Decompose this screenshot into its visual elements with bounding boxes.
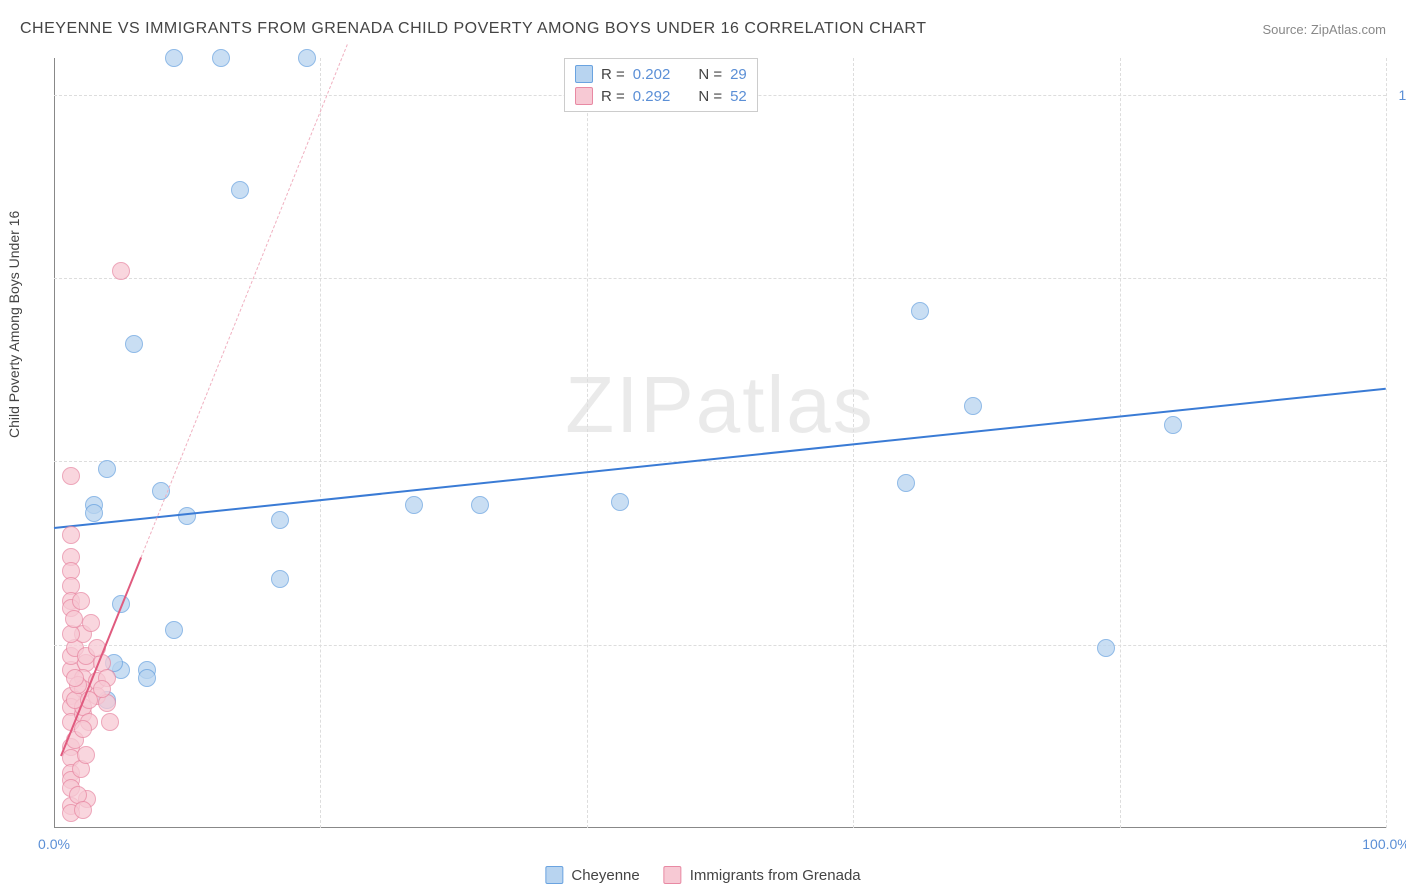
legend-n-label: N = bbox=[698, 88, 722, 105]
legend-swatch bbox=[545, 866, 563, 884]
grid-line-y bbox=[54, 461, 1386, 462]
legend-series-label: Cheyenne bbox=[571, 867, 639, 884]
data-point bbox=[82, 614, 100, 632]
data-point bbox=[98, 460, 116, 478]
data-point bbox=[1164, 416, 1182, 434]
grid-line-x bbox=[1120, 58, 1121, 828]
data-point bbox=[112, 262, 130, 280]
data-point bbox=[66, 669, 84, 687]
legend-row: R = 0.202 N = 29 bbox=[575, 63, 747, 85]
data-point bbox=[74, 720, 92, 738]
data-point bbox=[298, 49, 316, 67]
grid-line-x bbox=[587, 58, 588, 828]
data-point bbox=[231, 181, 249, 199]
x-tick-label: 100.0% bbox=[1362, 836, 1406, 852]
data-point bbox=[85, 504, 103, 522]
chart-container: ZIPatlas 25.0%50.0%75.0%100.0%0.0%100.0%… bbox=[54, 58, 1386, 828]
legend-n-label: N = bbox=[698, 66, 722, 83]
chart-title: CHEYENNE VS IMMIGRANTS FROM GRENADA CHIL… bbox=[20, 20, 926, 38]
data-point bbox=[911, 302, 929, 320]
legend-series-item: Cheyenne bbox=[545, 866, 639, 884]
data-point bbox=[72, 592, 90, 610]
data-point bbox=[125, 335, 143, 353]
y-axis-line bbox=[54, 58, 55, 828]
legend-r-label: R = bbox=[601, 88, 625, 105]
legend-series-label: Immigrants from Grenada bbox=[690, 867, 861, 884]
plot-area: ZIPatlas 25.0%50.0%75.0%100.0%0.0%100.0% bbox=[54, 58, 1386, 828]
watermark: ZIPatlas bbox=[565, 359, 874, 451]
data-point bbox=[93, 680, 111, 698]
data-point bbox=[271, 511, 289, 529]
legend-swatch bbox=[575, 65, 593, 83]
data-point bbox=[65, 610, 83, 628]
data-point bbox=[178, 507, 196, 525]
legend-n-value: 52 bbox=[730, 88, 747, 105]
data-point bbox=[212, 49, 230, 67]
data-point bbox=[897, 474, 915, 492]
data-point bbox=[77, 746, 95, 764]
legend-row: R = 0.292 N = 52 bbox=[575, 85, 747, 107]
grid-line-y bbox=[54, 645, 1386, 646]
data-point bbox=[405, 496, 423, 514]
source-label: Source: ZipAtlas.com bbox=[1262, 22, 1386, 37]
legend-r-value: 0.202 bbox=[633, 66, 671, 83]
legend-r-label: R = bbox=[601, 66, 625, 83]
data-point bbox=[271, 570, 289, 588]
data-point bbox=[1097, 639, 1115, 657]
grid-line-x bbox=[1386, 58, 1387, 828]
data-point bbox=[74, 801, 92, 819]
data-point bbox=[964, 397, 982, 415]
legend-r-value: 0.292 bbox=[633, 88, 671, 105]
x-axis-line bbox=[54, 827, 1386, 828]
data-point bbox=[611, 493, 629, 511]
legend-correlation: R = 0.202 N = 29 R = 0.292 N = 52 bbox=[564, 58, 758, 112]
y-axis-label: Child Poverty Among Boys Under 16 bbox=[6, 211, 22, 438]
legend-series-item: Immigrants from Grenada bbox=[664, 866, 861, 884]
data-point bbox=[138, 669, 156, 687]
legend-swatch bbox=[575, 87, 593, 105]
data-point bbox=[471, 496, 489, 514]
trend-line bbox=[54, 388, 1386, 529]
legend-series: Cheyenne Immigrants from Grenada bbox=[545, 866, 860, 884]
data-point bbox=[165, 621, 183, 639]
grid-line-x bbox=[320, 58, 321, 828]
y-tick-label: 100.0% bbox=[1399, 87, 1406, 103]
data-point bbox=[62, 526, 80, 544]
trend-line bbox=[140, 44, 347, 558]
x-tick-label: 0.0% bbox=[38, 836, 70, 852]
data-point bbox=[101, 713, 119, 731]
legend-swatch bbox=[664, 866, 682, 884]
data-point bbox=[62, 467, 80, 485]
data-point bbox=[165, 49, 183, 67]
legend-n-value: 29 bbox=[730, 66, 747, 83]
